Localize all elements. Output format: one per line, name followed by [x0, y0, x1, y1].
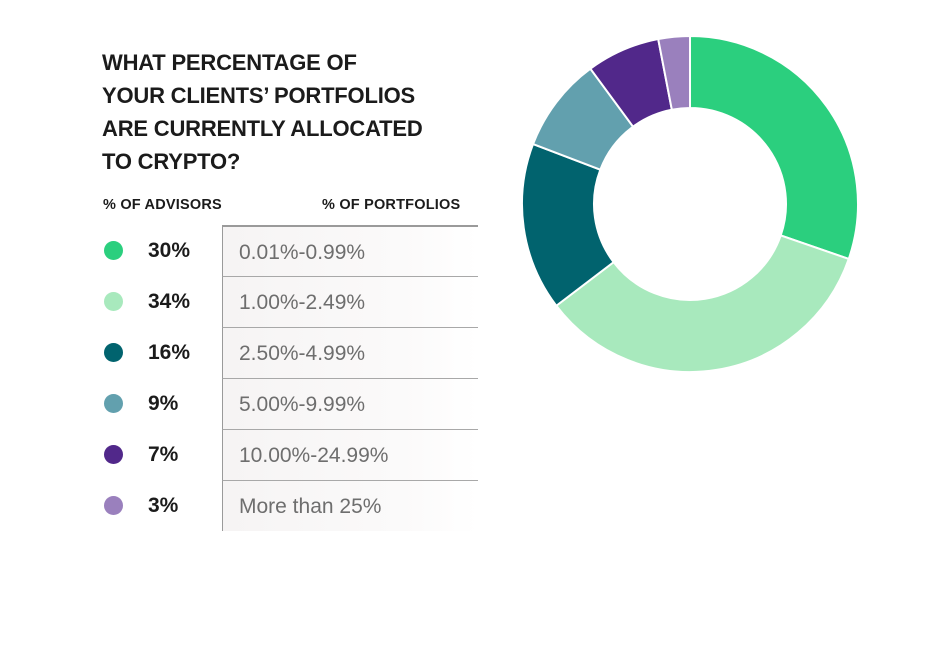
legend-row: 3% More than 25%: [102, 480, 478, 531]
legend-swatch: [104, 292, 123, 311]
legend-swatch: [104, 241, 123, 260]
title-line: ARE CURRENTLY ALLOCATED: [102, 116, 423, 141]
chart-title: WHAT PERCENTAGE OF YOUR CLIENTS’ PORTFOL…: [102, 46, 462, 178]
legend-portfolio-range: More than 25%: [222, 480, 478, 531]
legend-row: 34% 1.00%-2.49%: [102, 276, 478, 327]
legend-advisor-percent: 3%: [148, 494, 179, 517]
legend-portfolio-range: 1.00%-2.49%: [222, 276, 478, 327]
title-line: YOUR CLIENTS’ PORTFOLIOS: [102, 83, 415, 108]
legend-portfolio-range: 0.01%-0.99%: [222, 225, 478, 276]
legend-swatch: [104, 394, 123, 413]
legend-advisor-percent: 9%: [148, 392, 179, 415]
legend-advisor-percent: 34%: [148, 290, 191, 313]
donut-slice: [689, 34, 859, 261]
legend-table: 30% 0.01%-0.99% 34% 1.00%-2.49% 16% 2.50%-4.9…: [102, 225, 478, 531]
legend-row: 9% 5.00%-9.99%: [102, 378, 478, 429]
donut-chart: [521, 34, 859, 373]
portfolios-column-header: % OF PORTFOLIOS: [322, 197, 461, 213]
legend-swatch: [104, 496, 123, 515]
legend-row: 30% 0.01%-0.99%: [102, 225, 478, 276]
legend-portfolio-range: 2.50%-4.99%: [222, 327, 478, 378]
title-line: TO CRYPTO?: [102, 149, 241, 174]
legend-advisor-percent: 30%: [148, 239, 191, 262]
legend-advisor-percent: 7%: [148, 443, 179, 466]
legend-swatch: [104, 343, 123, 362]
legend-advisor-percent: 16%: [148, 341, 191, 364]
legend-swatch: [104, 445, 123, 464]
legend-row: 16% 2.50%-4.99%: [102, 327, 478, 378]
donut-slice: [554, 234, 851, 373]
title-line: WHAT PERCENTAGE OF: [102, 50, 357, 75]
legend-portfolio-range: 5.00%-9.99%: [222, 378, 478, 429]
legend-row: 7% 10.00%-24.99%: [102, 429, 478, 480]
legend-portfolio-range: 10.00%-24.99%: [222, 429, 478, 480]
advisors-column-header: % OF ADVISORS: [103, 197, 222, 213]
donut-slice: [657, 34, 691, 111]
